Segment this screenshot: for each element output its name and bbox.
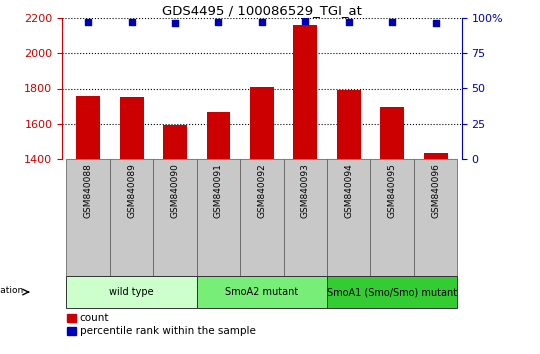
Bar [250, 87, 274, 159]
Point [171, 21, 179, 26]
Point [127, 19, 136, 25]
Bar [206, 113, 231, 159]
Bar [380, 107, 404, 159]
Bar [327, 276, 457, 308]
Bar [153, 159, 197, 276]
Text: wild type: wild type [109, 287, 154, 297]
Text: GSM840093: GSM840093 [301, 163, 310, 218]
Legend: count, percentile rank within the sample: count, percentile rank within the sample [68, 313, 255, 336]
Bar [163, 125, 187, 159]
Text: GSM840094: GSM840094 [345, 163, 353, 218]
Text: GSM840092: GSM840092 [258, 163, 266, 218]
Bar [197, 276, 327, 308]
Bar [76, 96, 100, 159]
Text: SmoA2 mutant: SmoA2 mutant [225, 287, 299, 297]
Point [345, 19, 353, 25]
Bar [337, 90, 361, 159]
Text: GSM840095: GSM840095 [388, 163, 397, 218]
Point [258, 19, 266, 25]
Title: GDS4495 / 100086529_TGI_at: GDS4495 / 100086529_TGI_at [162, 4, 362, 17]
Text: GSM840089: GSM840089 [127, 163, 136, 218]
Bar [414, 159, 457, 276]
Bar [327, 159, 370, 276]
Bar [293, 25, 318, 159]
Bar [424, 153, 448, 159]
Bar [120, 97, 144, 159]
Point [84, 19, 92, 25]
Point [301, 18, 309, 23]
Text: genotype/variation: genotype/variation [0, 286, 24, 295]
Bar [370, 159, 414, 276]
Text: GSM840096: GSM840096 [431, 163, 440, 218]
Point [431, 21, 440, 26]
Bar [110, 159, 153, 276]
Text: GSM840091: GSM840091 [214, 163, 223, 218]
Bar [240, 159, 284, 276]
Bar [284, 159, 327, 276]
Point [214, 19, 223, 25]
Bar [66, 276, 197, 308]
Bar [197, 159, 240, 276]
Text: SmoA1 (Smo/Smo) mutant: SmoA1 (Smo/Smo) mutant [327, 287, 457, 297]
Point [388, 19, 396, 25]
Text: GSM840090: GSM840090 [171, 163, 179, 218]
Text: GSM840088: GSM840088 [84, 163, 93, 218]
Bar [66, 159, 110, 276]
